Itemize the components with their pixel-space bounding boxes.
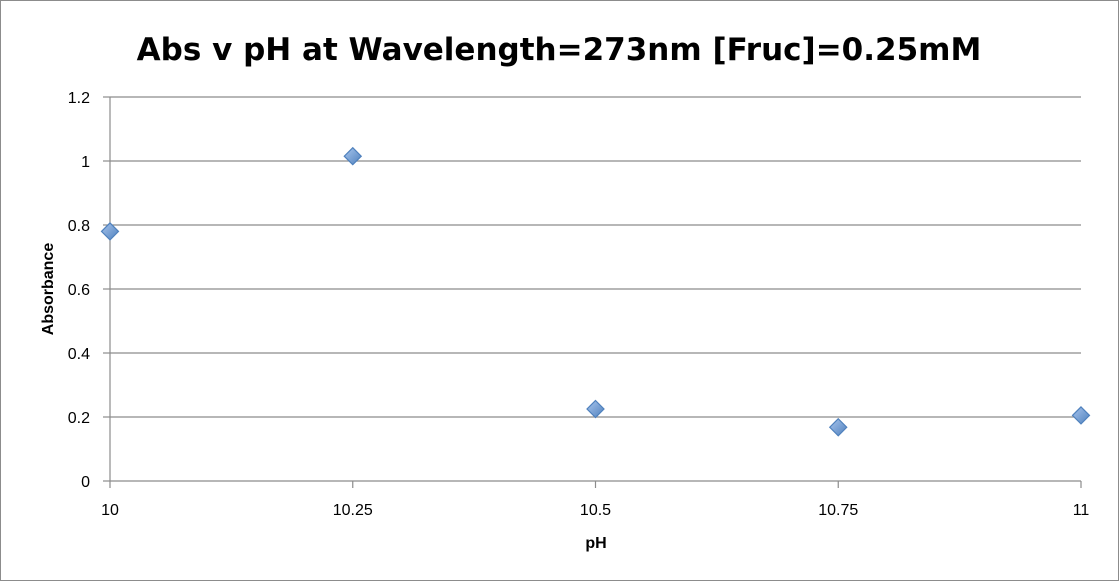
y-tick-label: 0.6 [68,282,90,299]
x-tick-label: 10 [101,502,119,519]
x-tick-label: 10.25 [333,502,373,519]
y-tick-label: 0 [81,474,90,491]
y-tick-label: 0.2 [68,410,90,427]
data-point [1071,406,1091,425]
data-point [100,222,120,241]
x-tick-label: 10.5 [580,502,611,519]
data-point [586,399,605,419]
y-tick-label: 1.2 [68,90,90,107]
data-points [100,146,1091,437]
x-axis-label: pH [585,535,606,552]
y-tick-label: 0.8 [68,218,90,235]
tick-labels: 0 0.2 0.4 0.6 0.8 1 1.2 10 10.25 10.5 10.75 11 [68,90,1090,519]
chart-title: Abs v pH at Wavelength=273nm [Fruc]=0.25… [137,32,982,68]
data-point [343,146,363,166]
x-tick-label: 10.75 [818,502,858,519]
y-tick-label: 0.4 [68,346,90,363]
gridlines [110,96,1081,418]
y-axis-label: Absorbance [40,243,57,336]
data-point [828,417,848,437]
axes [103,96,1082,488]
y-tick-label: 1 [81,154,90,171]
x-tick-label: 11 [1073,502,1090,519]
